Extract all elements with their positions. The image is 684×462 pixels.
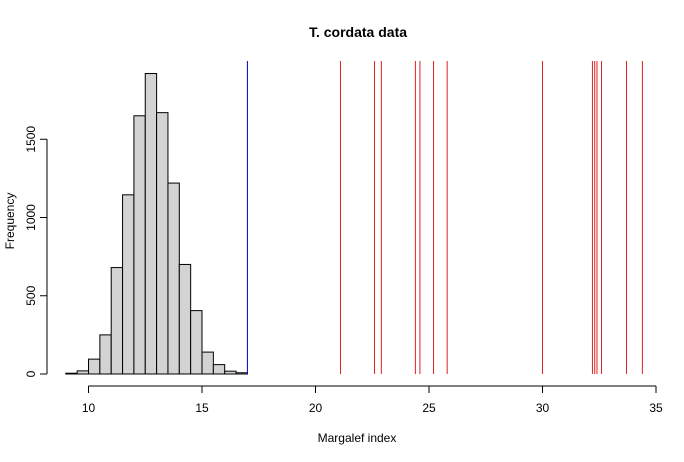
histogram-bar (201, 351, 214, 375)
histogram-bar (224, 370, 237, 375)
x-axis: 10 15 20 25 30 35 (82, 385, 663, 415)
x-tick-label: 35 (649, 401, 663, 415)
x-tick-label: 30 (536, 401, 550, 415)
x-tick-label: 20 (309, 401, 323, 415)
y-axis-label: Frequency (3, 193, 17, 250)
y-tick-label: 500 (24, 285, 38, 305)
x-tick-label: 15 (195, 401, 209, 415)
histogram-bar (144, 73, 158, 375)
y-tick-label: 1500 (24, 126, 38, 153)
histogram-bar (235, 372, 248, 375)
histogram-bar (178, 263, 192, 375)
y-tick-label: 0 (24, 370, 38, 377)
histogram-bar (133, 115, 146, 375)
histogram-bar (65, 372, 78, 375)
histogram-bar (156, 112, 169, 375)
x-tick-label: 25 (422, 401, 436, 415)
histogram-bar (212, 364, 226, 375)
histogram-bar (88, 358, 101, 375)
histogram-bar (167, 182, 180, 375)
histogram-bar (76, 370, 90, 375)
reference-lines (246, 61, 643, 374)
chart-title: T. cordata data (309, 24, 407, 40)
y-tick-label: 1000 (24, 204, 38, 231)
histogram-bar (122, 194, 135, 375)
y-axis: 0 500 1000 1500 (24, 126, 48, 377)
x-tick-label: 10 (82, 401, 96, 415)
x-axis-label: Margalef index (318, 431, 397, 445)
histogram-bars (65, 73, 248, 375)
histogram-bar (190, 310, 203, 375)
histogram-bar (110, 267, 124, 375)
histogram-bar (99, 334, 112, 375)
